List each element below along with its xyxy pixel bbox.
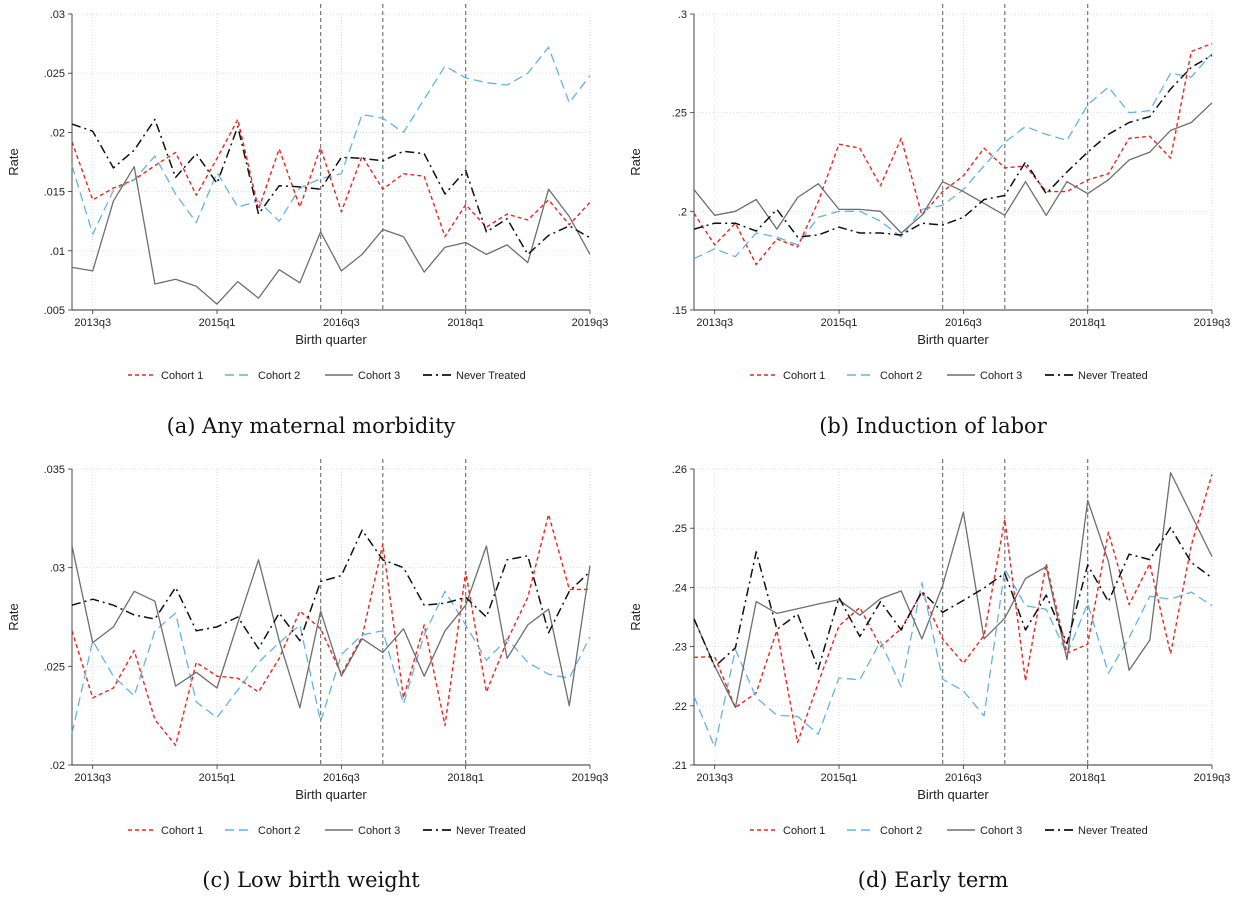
- legend-label: Cohort 1: [783, 370, 825, 382]
- x-tick-label: 2015q1: [821, 772, 858, 784]
- series-line-a-2: [71, 46, 591, 235]
- legend-label: Cohort 2: [880, 825, 922, 837]
- y-tick-label: .22: [672, 701, 687, 713]
- line-chart-d: .21 .22 .23 .24 .25 .26 2013q3 2015q1 2016q3 2018…: [628, 459, 1231, 837]
- caption-c: (c) Low birth weight: [202, 868, 420, 892]
- series-line-c-4: [71, 529, 591, 650]
- x-tick-label: 2018q1: [1069, 772, 1106, 784]
- x-tick-label: 2013q3: [696, 772, 733, 784]
- y-tick-label: .03: [50, 563, 65, 575]
- x-tick-label: 2019q3: [572, 772, 609, 784]
- series-line-c-3: [71, 545, 591, 709]
- y-tick-label: .025: [44, 661, 65, 673]
- x-tick-label: 2015q1: [199, 317, 236, 329]
- legend-label: Cohort 2: [880, 370, 922, 382]
- x-tick-label: 2015q1: [821, 317, 858, 329]
- line-chart-a: .005 .01 .015 .02 .025 .03 2013q3 2015q1 2016q3 2…: [6, 4, 609, 382]
- x-tick-label: 2016q3: [323, 772, 360, 784]
- legend-label: Never Treated: [1078, 825, 1148, 837]
- legend-label: Never Treated: [1078, 370, 1148, 382]
- x-tick-label: 2016q3: [945, 317, 982, 329]
- legend-label: Never Treated: [456, 825, 526, 837]
- series-line-b-1: [693, 42, 1213, 266]
- x-axis-label: Birth quarter: [917, 332, 989, 347]
- x-axis-label: Birth quarter: [295, 787, 367, 802]
- y-tick-label: .2: [678, 206, 687, 218]
- caption-d: (d) Early term: [857, 868, 1009, 892]
- y-tick-label: .005: [44, 305, 65, 317]
- legend-label: Cohort 3: [980, 825, 1022, 837]
- y-tick-label: .02: [50, 760, 65, 772]
- y-tick-label: .24: [672, 582, 687, 594]
- line-chart-c: .02 .025 .03 .035 2013q3 2015q1 2016q3 2018q1 20…: [6, 459, 609, 837]
- y-tick-label: .015: [44, 187, 65, 199]
- y-axis-label: Rate: [628, 603, 643, 630]
- x-tick-label: 2015q1: [199, 772, 236, 784]
- y-axis-label: Rate: [628, 148, 643, 175]
- y-tick-label: .23: [672, 642, 687, 654]
- series-line-b-3: [693, 102, 1213, 234]
- y-tick-label: .26: [672, 464, 687, 476]
- series-line-c-2: [71, 590, 591, 734]
- y-tick-label: .25: [672, 108, 687, 120]
- legend-label: Cohort 1: [783, 825, 825, 837]
- series-line-b-4: [693, 54, 1213, 238]
- y-tick-label: .21: [672, 760, 687, 772]
- series-line-a-3: [71, 166, 591, 305]
- caption-a: (a) Any maternal morbidity: [166, 414, 456, 438]
- series-line-d-4: [693, 526, 1213, 670]
- x-tick-label: 2018q1: [447, 317, 484, 329]
- x-tick-label: 2013q3: [74, 772, 111, 784]
- series-line-d-3: [693, 471, 1213, 709]
- legend-label: Cohort 3: [980, 370, 1022, 382]
- series-line-a-4: [71, 118, 591, 256]
- legend-label: Cohort 2: [258, 825, 300, 837]
- x-tick-label: 2019q3: [1194, 317, 1231, 329]
- legend-label: Cohort 1: [161, 825, 203, 837]
- y-tick-label: .25: [672, 523, 687, 535]
- series-line-d-1: [693, 474, 1213, 744]
- series-line-b-2: [693, 53, 1213, 260]
- x-tick-label: 2019q3: [1194, 772, 1231, 784]
- x-tick-label: 2013q3: [74, 317, 111, 329]
- series-line-a-1: [71, 118, 591, 238]
- y-tick-label: .025: [44, 68, 65, 80]
- chart-panel-d: .21 .22 .23 .24 .25 .26 2013q3 2015q1 2016q3 2018…: [622, 455, 1244, 855]
- y-tick-label: .3: [678, 9, 687, 21]
- x-tick-label: 2018q1: [447, 772, 484, 784]
- legend-label: Cohort 1: [161, 370, 203, 382]
- x-axis-label: Birth quarter: [917, 787, 989, 802]
- chart-panel-a: .005 .01 .015 .02 .025 .03 2013q3 2015q1 2016q3 2…: [0, 0, 622, 400]
- x-tick-label: 2019q3: [572, 317, 609, 329]
- y-axis-label: Rate: [6, 148, 21, 175]
- series-line-d-2: [693, 568, 1213, 748]
- x-tick-label: 2018q1: [1069, 317, 1106, 329]
- legend-label: Cohort 2: [258, 370, 300, 382]
- y-tick-label: .02: [50, 127, 65, 139]
- y-tick-label: .03: [50, 9, 65, 21]
- x-axis-label: Birth quarter: [295, 332, 367, 347]
- legend-label: Cohort 3: [358, 370, 400, 382]
- caption-b: (b) Induction of labor: [819, 414, 1047, 438]
- x-tick-label: 2016q3: [323, 317, 360, 329]
- chart-panel-c: .02 .025 .03 .035 2013q3 2015q1 2016q3 2018q1 20…: [0, 455, 622, 855]
- y-axis-label: Rate: [6, 603, 21, 630]
- y-tick-label: .035: [44, 464, 65, 476]
- legend-label: Cohort 3: [358, 825, 400, 837]
- series-line-c-1: [71, 513, 590, 746]
- x-tick-label: 2016q3: [945, 772, 982, 784]
- line-chart-b: .15 .2 .25 .3 2013q3 2015q1 2016q3 2018q1 2019q3…: [628, 4, 1231, 382]
- legend-label: Never Treated: [456, 370, 526, 382]
- y-tick-label: .15: [672, 305, 687, 317]
- x-tick-label: 2013q3: [696, 317, 733, 329]
- y-tick-label: .01: [50, 246, 65, 258]
- chart-panel-b: .15 .2 .25 .3 2013q3 2015q1 2016q3 2018q1 2019q3…: [622, 0, 1244, 400]
